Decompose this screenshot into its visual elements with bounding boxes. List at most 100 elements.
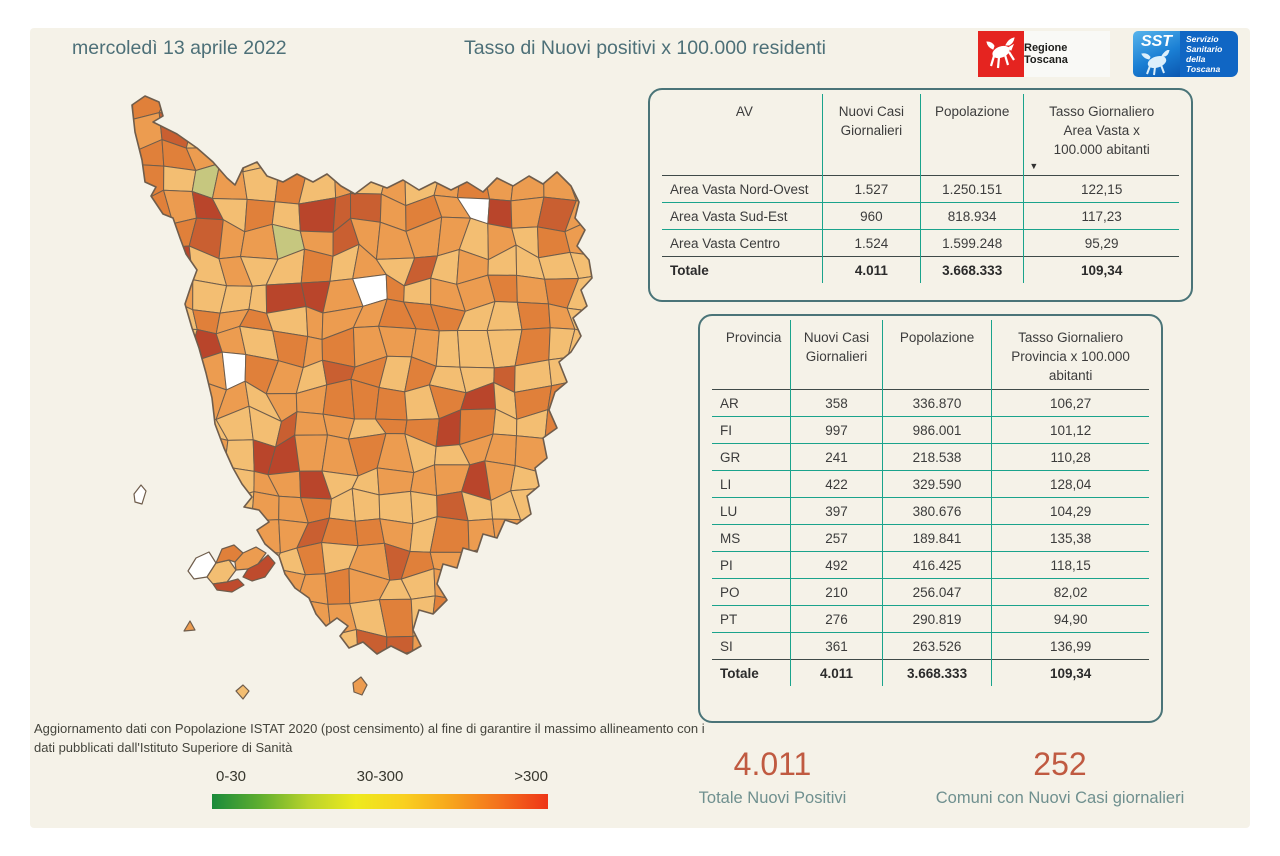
municipality-cell[interactable] <box>597 205 629 230</box>
municipality-cell[interactable] <box>620 300 658 338</box>
municipality-cell[interactable] <box>215 491 255 530</box>
cell[interactable]: 95,29 <box>1023 229 1179 257</box>
municipality-cell[interactable] <box>544 438 574 476</box>
municipality-cell[interactable] <box>107 191 143 224</box>
municipality-cell[interactable] <box>166 497 194 524</box>
municipality-cell[interactable] <box>563 145 593 179</box>
municipality-cell[interactable] <box>375 387 408 421</box>
municipality-cell[interactable] <box>135 435 174 469</box>
cell[interactable]: 422 <box>790 470 883 498</box>
municipality-cell[interactable] <box>645 362 665 393</box>
municipality-cell[interactable] <box>509 653 547 688</box>
municipality-cell[interactable] <box>166 548 191 580</box>
municipality-cell[interactable] <box>169 432 200 469</box>
municipality-cell[interactable] <box>166 513 190 552</box>
table-row[interactable]: MS 257 189.841 135,38 <box>712 524 1149 552</box>
municipality-cell[interactable] <box>116 297 146 338</box>
municipality-cell[interactable] <box>193 679 216 718</box>
municipality-cell[interactable] <box>510 465 552 492</box>
municipality-cell[interactable] <box>652 570 666 604</box>
municipality-cell[interactable] <box>110 462 137 493</box>
table-row[interactable]: SI 361 263.526 136,99 <box>712 632 1149 660</box>
municipality-cell[interactable] <box>85 516 119 553</box>
municipality-cell[interactable] <box>569 652 607 683</box>
municipality-cell[interactable] <box>239 599 271 636</box>
municipality-cell[interactable] <box>482 146 515 173</box>
islands[interactable] <box>133 484 368 700</box>
municipality-cell[interactable] <box>516 301 551 331</box>
municipality-cell[interactable] <box>185 116 225 149</box>
municipality-cell[interactable] <box>430 90 461 123</box>
municipality-cell[interactable] <box>295 90 332 121</box>
municipality-cell[interactable] <box>141 413 174 447</box>
municipality-cell[interactable] <box>589 568 628 610</box>
cell[interactable]: LI <box>720 476 732 492</box>
municipality-cell[interactable] <box>193 90 215 122</box>
cell[interactable]: 1.599.248 <box>919 229 1024 257</box>
table-row[interactable]: PO 210 256.047 82,02 <box>712 578 1149 606</box>
municipality-cell[interactable] <box>386 144 407 166</box>
municipality-cell[interactable] <box>329 90 358 121</box>
municipality-cell[interactable] <box>407 677 438 716</box>
municipality-cell[interactable] <box>293 686 334 717</box>
municipality-cell[interactable] <box>547 119 573 152</box>
municipality-cell[interactable] <box>620 546 653 583</box>
municipality-cell[interactable] <box>85 577 117 609</box>
cell[interactable]: 210 <box>790 578 883 606</box>
municipality-cell[interactable] <box>483 624 519 654</box>
municipality-cell[interactable] <box>329 115 358 151</box>
municipality-cell[interactable] <box>304 138 335 178</box>
municipality-cell[interactable] <box>135 568 170 606</box>
municipality-cell[interactable] <box>648 438 665 469</box>
municipality-cell[interactable] <box>591 407 633 436</box>
municipality-cell[interactable] <box>270 677 302 716</box>
municipality-cell[interactable] <box>623 704 651 720</box>
municipality-cell[interactable] <box>106 384 144 423</box>
municipality-cell[interactable] <box>298 197 337 233</box>
cell[interactable]: PO <box>720 584 740 600</box>
municipality-cell[interactable] <box>655 651 665 683</box>
municipality-cell[interactable] <box>131 630 169 663</box>
municipality-cell[interactable] <box>648 596 665 630</box>
municipality-cell[interactable] <box>132 513 172 552</box>
municipality-cell[interactable] <box>324 567 351 605</box>
municipality-cell[interactable] <box>648 515 665 551</box>
municipality-cell[interactable] <box>596 634 624 652</box>
municipality-cell[interactable] <box>648 407 665 446</box>
municipality-cell[interactable] <box>656 492 666 521</box>
municipality-cell[interactable] <box>458 629 491 662</box>
municipality-cell[interactable] <box>590 309 621 334</box>
municipality-cell[interactable] <box>537 513 578 549</box>
municipality-cell[interactable] <box>134 706 169 720</box>
municipality-cell[interactable] <box>410 595 436 637</box>
municipality-cell[interactable] <box>621 469 657 497</box>
column-header-area_vasta-0[interactable]: AV <box>735 104 753 119</box>
municipality-cell[interactable] <box>548 356 580 387</box>
cell[interactable]: 997 <box>790 416 883 444</box>
municipality-cell[interactable] <box>569 545 593 583</box>
municipality-cell[interactable] <box>430 117 461 144</box>
municipality-cell[interactable] <box>85 418 116 446</box>
island-giglio[interactable] <box>352 676 368 696</box>
municipality-cell[interactable] <box>158 90 197 118</box>
cell[interactable]: 136,99 <box>991 632 1149 660</box>
municipality-cell[interactable] <box>591 254 623 276</box>
municipality-cell[interactable] <box>457 108 496 150</box>
municipality-cell[interactable] <box>591 704 628 720</box>
municipality-cell[interactable] <box>511 571 551 603</box>
municipality-cell[interactable] <box>568 120 593 152</box>
municipality-cell[interactable] <box>456 164 490 200</box>
municipality-cell[interactable] <box>544 409 575 448</box>
municipality-cell[interactable] <box>652 300 665 338</box>
municipality-cell[interactable] <box>111 600 137 632</box>
municipality-cell[interactable] <box>109 252 146 280</box>
municipality-cell[interactable] <box>429 516 470 553</box>
cell[interactable]: 110,28 <box>991 443 1149 471</box>
municipality-cell[interactable] <box>163 165 197 192</box>
municipality-cell[interactable] <box>251 657 271 681</box>
municipality-cell[interactable] <box>349 113 388 152</box>
island-islet-2[interactable] <box>235 684 250 700</box>
municipality-cell[interactable] <box>85 90 111 123</box>
column-header-provincia-2[interactable]: Popolazione <box>881 320 992 390</box>
column-header-area_vasta-2[interactable]: Popolazione <box>919 94 1024 176</box>
